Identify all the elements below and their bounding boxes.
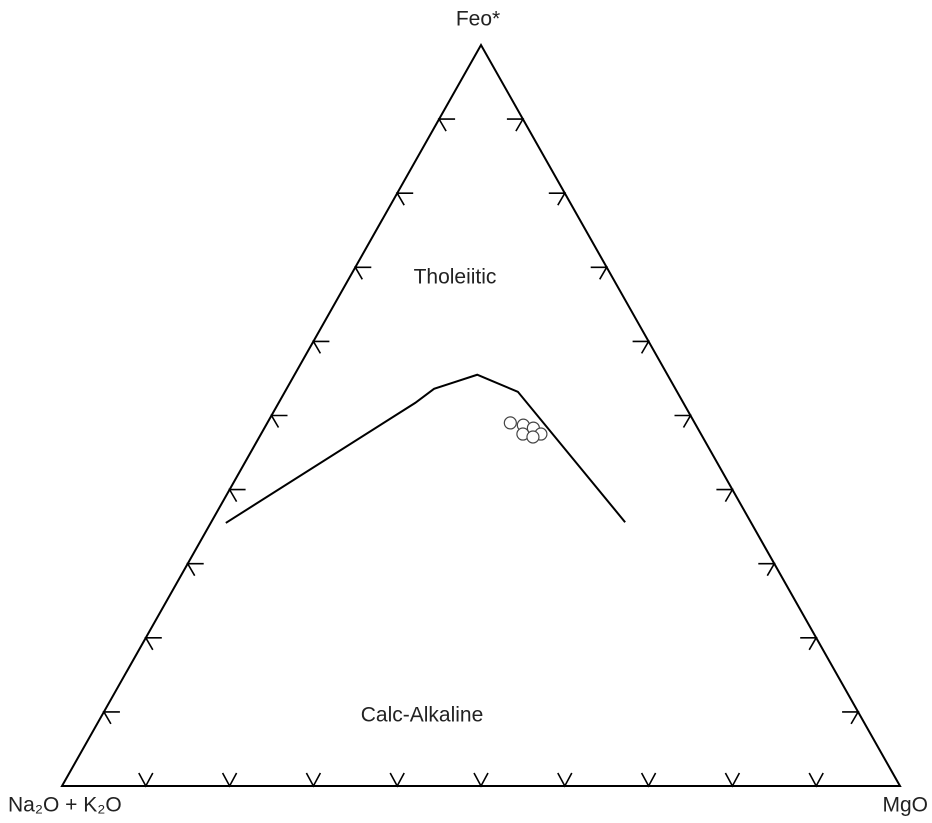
tick-mark (557, 772, 573, 788)
tick-mark (186, 562, 204, 577)
region-label: Tholeiitic (414, 266, 497, 289)
tick-mark (632, 340, 650, 354)
tick-mark (842, 711, 860, 725)
tick-mark (724, 772, 741, 788)
tick-mark (808, 772, 824, 788)
tick-mark (395, 192, 414, 206)
tick-mark (674, 414, 692, 428)
tick-mark (102, 711, 120, 725)
data-point (526, 430, 540, 444)
tick-mark (305, 772, 322, 788)
tick-mark (437, 118, 456, 132)
region-label: Calc-Alkaline (361, 704, 484, 727)
tick-mark (548, 192, 567, 206)
tick-mark (389, 772, 405, 788)
apex-top-label: Feo* (456, 8, 500, 31)
tick-mark (640, 772, 657, 788)
tick-mark (144, 637, 162, 651)
tick-mark (270, 414, 288, 428)
tick-mark (228, 488, 246, 503)
tick-mark (590, 266, 609, 280)
boundary-line (225, 373, 626, 524)
tick-mark (758, 562, 776, 577)
apex-left-label: Na₂O + K₂O (8, 794, 122, 817)
triangle-frame (60, 42, 902, 787)
tick-mark (353, 266, 372, 280)
tick-mark (800, 637, 818, 651)
tick-mark (312, 340, 330, 354)
tick-mark (221, 772, 238, 788)
apex-right-label: MgO (882, 794, 928, 817)
tick-mark (506, 118, 525, 132)
tick-mark (138, 772, 154, 788)
tick-mark (473, 772, 489, 788)
tick-mark (716, 488, 734, 503)
data-point (503, 416, 517, 430)
